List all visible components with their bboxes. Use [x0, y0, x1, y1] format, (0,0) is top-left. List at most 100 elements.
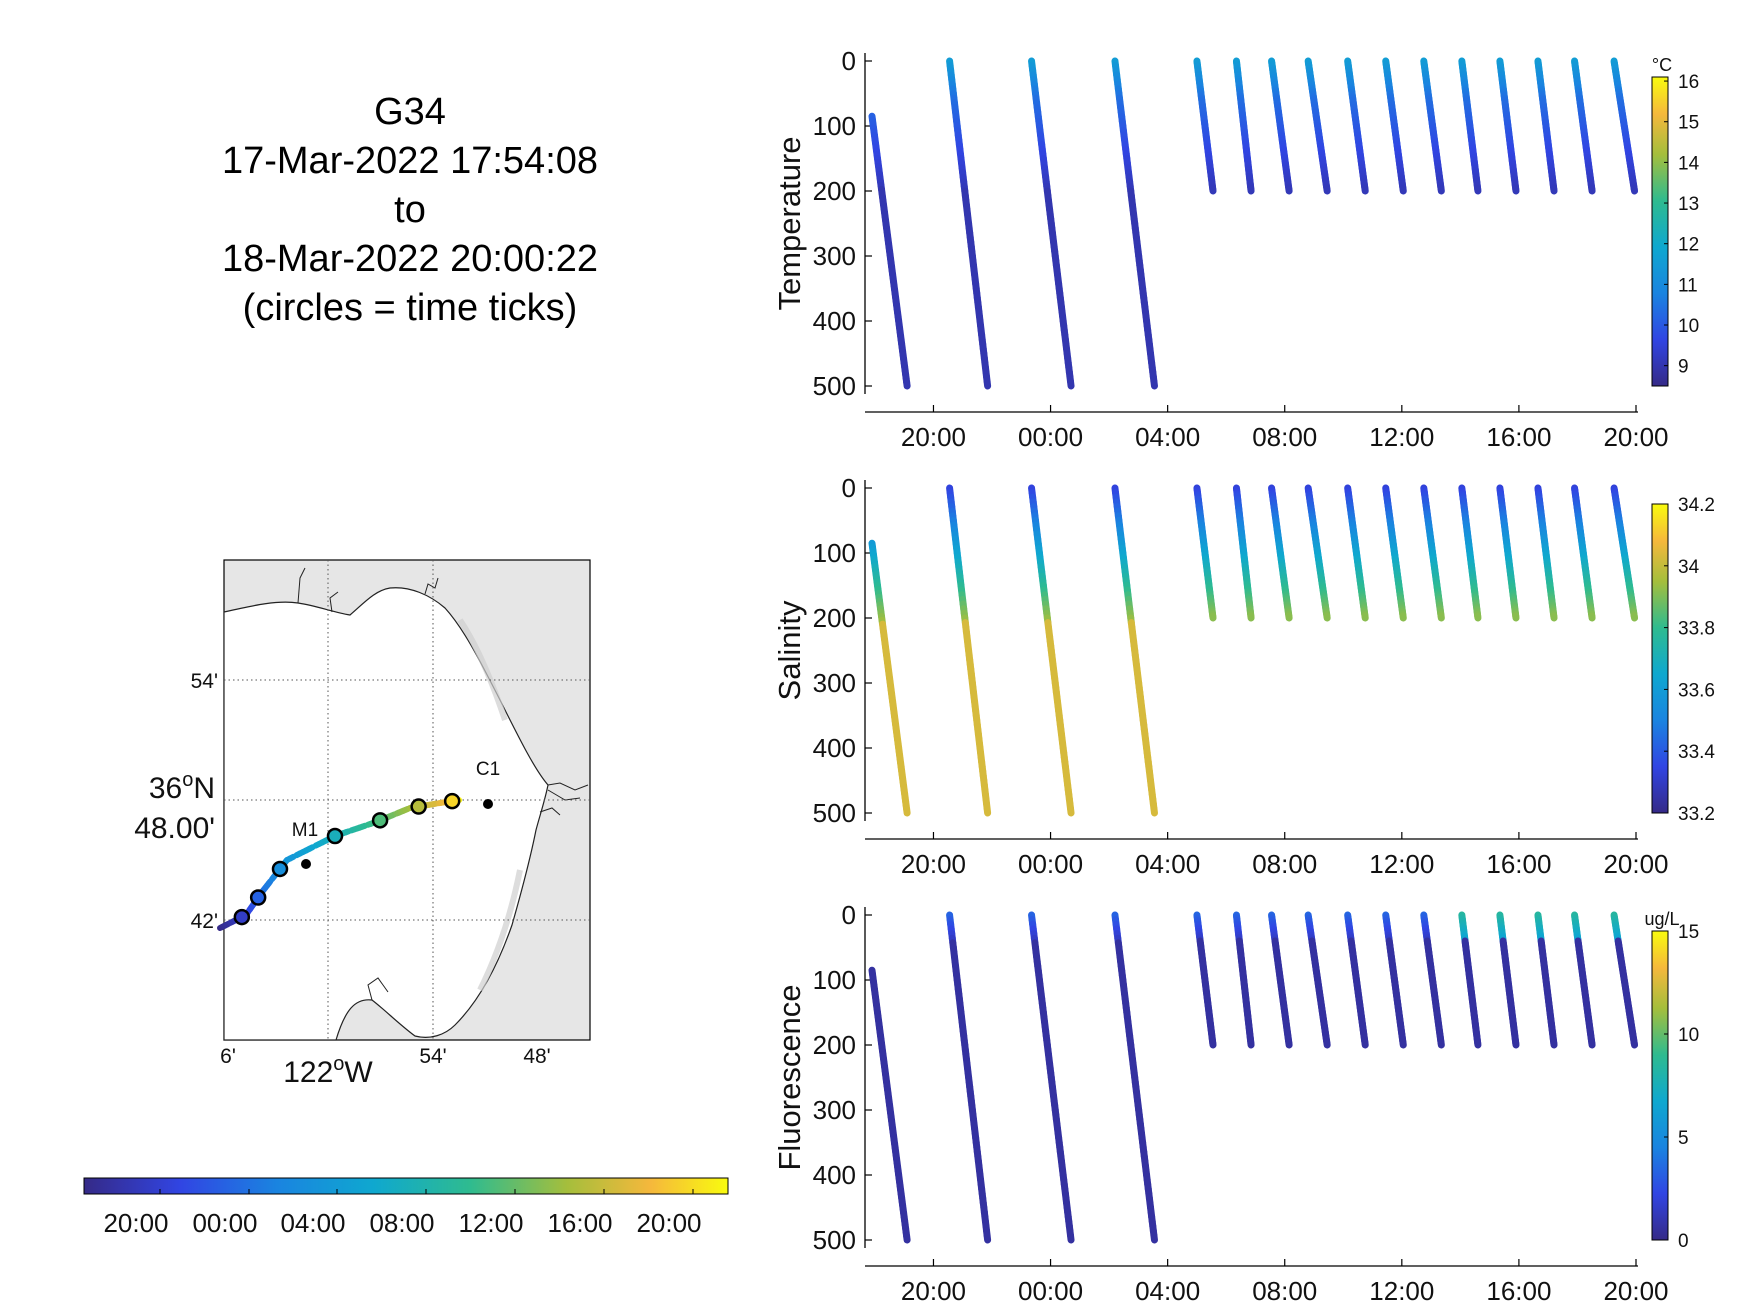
x-tick-label: 12:00 [1369, 422, 1434, 452]
time-tick-circle [410, 798, 427, 815]
time-colorbar-tick-label: 08:00 [369, 1208, 434, 1238]
x-tick-label: 12:00 [1369, 1276, 1434, 1306]
dive-profile [1028, 57, 1075, 390]
dive-segment [1150, 377, 1158, 390]
x-tick-label: 20:00 [901, 1276, 966, 1306]
time-colorbar-tick-label: 00:00 [192, 1208, 257, 1238]
time-colorbar-fill [83, 1177, 729, 1195]
dive-segment [903, 805, 911, 817]
map-lat-label-54: 54' [191, 670, 218, 693]
colorbar-tick-label: 33.6 [1678, 680, 1715, 701]
colorbar-tick-label: 11 [1678, 275, 1698, 296]
map-lat-deg-symbol: o [182, 769, 193, 791]
x-tick-label: 04:00 [1135, 849, 1200, 879]
time-tick-circle [326, 827, 344, 845]
dive-profile [1232, 57, 1255, 195]
y-tick-label: 200 [813, 603, 856, 633]
dive-profile [1610, 484, 1639, 622]
dive-profile [1382, 911, 1407, 1049]
dive-profile [1268, 484, 1293, 622]
x-tick-label: 20:00 [1603, 422, 1668, 452]
dive-profile [1193, 484, 1217, 622]
dive-profile [1458, 911, 1482, 1049]
colorbar-tick-label: 33.4 [1678, 742, 1715, 763]
y-tick-label: 400 [813, 1160, 856, 1190]
dive-profile [1496, 911, 1520, 1049]
dive-profile [946, 911, 992, 1244]
y-tick-label: 500 [813, 1225, 856, 1255]
glider-track [217, 792, 463, 931]
dive-profile [1534, 57, 1558, 195]
colorbar-tick-label: 34.2 [1678, 495, 1715, 516]
y-tick-label: 100 [813, 111, 856, 141]
dive-profile [1111, 911, 1158, 1244]
colorbar-tick-label: 10 [1678, 316, 1699, 337]
dive-segment [983, 377, 992, 390]
dive-profile [1344, 484, 1369, 622]
dive-profile [1193, 57, 1217, 195]
dive-profile [1382, 484, 1407, 622]
time-tick-circle [271, 860, 289, 878]
y-tick-label: 300 [813, 241, 856, 271]
dive-profile [1344, 911, 1369, 1049]
section-panel-temperature: 0 100 200 300 400 500 20:00 00:00 04:00 08:00 12:0… [772, 46, 1700, 452]
time-colorbar-tick-label: 20:00 [103, 1208, 168, 1238]
station-c1-marker [483, 799, 493, 809]
map-panel: 54' 42' 36oN 48.00' 6' 54' 48' 122oW M1 … [134, 559, 591, 1089]
colorbar-tick-label: 14 [1678, 153, 1700, 174]
dive-profile [1534, 911, 1558, 1049]
y-tick-label: 100 [813, 965, 856, 995]
station-m1-label: M1 [292, 820, 318, 841]
colorbar-unit: °C [1652, 55, 1672, 75]
time-tick-circle [371, 812, 389, 829]
dive-segment [1066, 377, 1075, 390]
x-tick-label: 20:00 [901, 422, 966, 452]
dive-profile [1111, 484, 1158, 817]
dive-profile [1610, 911, 1639, 1049]
dive-profile [1571, 911, 1596, 1049]
map-lon-label-48: 48' [523, 1045, 550, 1068]
map-water [223, 587, 549, 1041]
dive-profile [1344, 57, 1369, 195]
map-lon-deg-symbol: o [333, 1053, 344, 1075]
figure-title: G34 17-Mar-2022 17:54:08 to 18-Mar-2022 … [130, 88, 690, 333]
dive-segment [903, 378, 911, 390]
station-c1-label: C1 [476, 759, 500, 780]
dive-profile [1304, 911, 1331, 1049]
time-colorbar-ticks: 20:00 00:00 04:00 08:00 12:00 16:00 20:00 [103, 1189, 702, 1238]
y-axis-title: Salinity [772, 600, 807, 700]
dive-profile [1268, 57, 1293, 195]
dive-profile [868, 966, 911, 1244]
track-segment [287, 853, 297, 862]
dive-profile [1496, 484, 1520, 622]
dive-profile [1304, 484, 1331, 622]
time-tick-circle [443, 792, 461, 810]
map-grid [224, 560, 590, 1040]
dive-profile [868, 539, 911, 817]
dive-profile [1028, 911, 1075, 1244]
dive-profile [1496, 57, 1520, 195]
dive-profile [1028, 484, 1075, 817]
dive-profile [946, 57, 992, 390]
map-lat-minutes-label: 48.00' [134, 812, 215, 845]
map-lat-deg-value: 36 [149, 772, 182, 805]
title-end: 18-Mar-2022 20:00:22 [221, 238, 599, 280]
track-segment [265, 878, 274, 887]
dive-segment [1150, 804, 1158, 817]
y-axis-title: Temperature [772, 136, 807, 310]
map-lon-deg-value: 122 [283, 1056, 333, 1089]
colorbar-tick-label: 13 [1678, 194, 1699, 215]
time-tick-circle [233, 908, 251, 926]
x-tick-label: 08:00 [1252, 849, 1317, 879]
y-tick-label: 300 [813, 668, 856, 698]
map-lat-center-label: 36oN [149, 769, 215, 805]
map-lon-label-6: 6' [220, 1045, 236, 1068]
dive-profile [1382, 57, 1407, 195]
map-coast-shade [457, 618, 523, 992]
dive-profile [1571, 484, 1596, 622]
map-coast-detail [297, 567, 589, 1001]
dive-profile [1458, 484, 1482, 622]
map-lon-dir: W [344, 1056, 373, 1089]
dive-profile [1534, 484, 1558, 622]
